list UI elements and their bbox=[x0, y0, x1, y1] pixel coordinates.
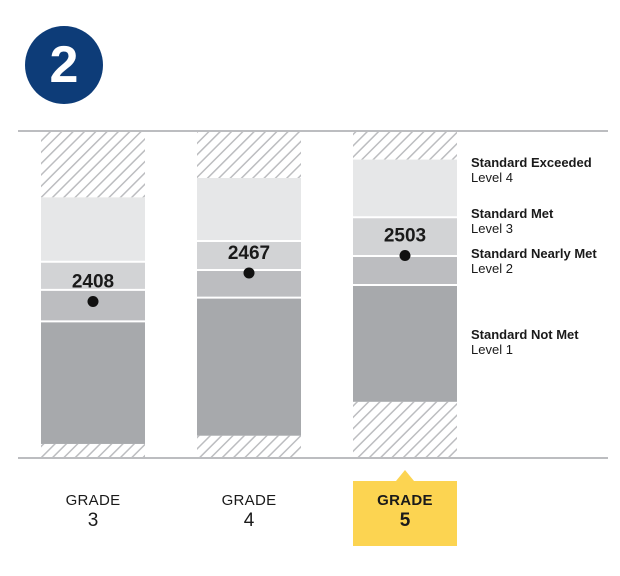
bar-segment-level3 bbox=[197, 240, 301, 271]
hatch-below-bar bbox=[353, 401, 457, 457]
legend-level: Level 1 bbox=[471, 342, 513, 357]
bar-segment-level1 bbox=[41, 321, 145, 444]
legend-title: Standard Nearly Met bbox=[471, 246, 597, 261]
legend-item-level4: Standard Exceeded Level 4 bbox=[471, 155, 592, 185]
bar-segment-level4 bbox=[197, 177, 301, 241]
score-marker bbox=[243, 267, 255, 279]
grade-word: GRADE bbox=[65, 492, 121, 509]
score-marker bbox=[399, 250, 411, 262]
legend-item-level2: Standard Nearly Met Level 2 bbox=[471, 246, 597, 276]
score-label: 2503 bbox=[384, 226, 426, 247]
grade-label-3: GRADE 3 bbox=[41, 492, 145, 532]
bar-segment-level1 bbox=[197, 297, 301, 436]
score-label: 2467 bbox=[228, 243, 270, 264]
score-marker bbox=[87, 296, 99, 308]
hatch-below-bar bbox=[197, 435, 301, 457]
grade-label-4: GRADE 4 bbox=[197, 492, 301, 532]
grade-number: 4 bbox=[243, 510, 255, 531]
grade-number: 3 bbox=[87, 510, 99, 531]
hatch-above-bar bbox=[353, 132, 457, 160]
legend-level: Level 4 bbox=[471, 170, 513, 185]
bar-segment-level3 bbox=[353, 217, 457, 256]
highlight-pointer bbox=[396, 470, 414, 481]
step-number: 2 bbox=[49, 36, 79, 94]
legend-title: Standard Met bbox=[471, 206, 554, 221]
legend-title: Standard Not Met bbox=[471, 327, 579, 342]
legend-item-level3: Standard Met Level 3 bbox=[471, 206, 553, 236]
legend-level: Level 2 bbox=[471, 261, 513, 276]
bar-segment-level1 bbox=[353, 285, 457, 402]
hatch-below-bar bbox=[41, 443, 145, 457]
bar-segment-level3 bbox=[41, 261, 145, 290]
hatch-above-bar bbox=[197, 132, 301, 178]
legend-title: Standard Exceeded bbox=[471, 155, 592, 170]
grade-label-5: GRADE 5 bbox=[353, 481, 457, 546]
score-label: 2408 bbox=[72, 272, 114, 293]
grade-word: GRADE bbox=[377, 492, 433, 509]
legend-item-level1: Standard Not Met Level 1 bbox=[471, 327, 579, 357]
step-number-badge: 2 bbox=[25, 26, 103, 104]
grade-word: GRADE bbox=[221, 492, 277, 509]
legend-level: Level 3 bbox=[471, 221, 513, 236]
bar-segment-level4 bbox=[41, 197, 145, 262]
bar-segment-level4 bbox=[353, 159, 457, 218]
hatch-above-bar bbox=[41, 132, 145, 198]
grade-number: 5 bbox=[399, 510, 411, 531]
